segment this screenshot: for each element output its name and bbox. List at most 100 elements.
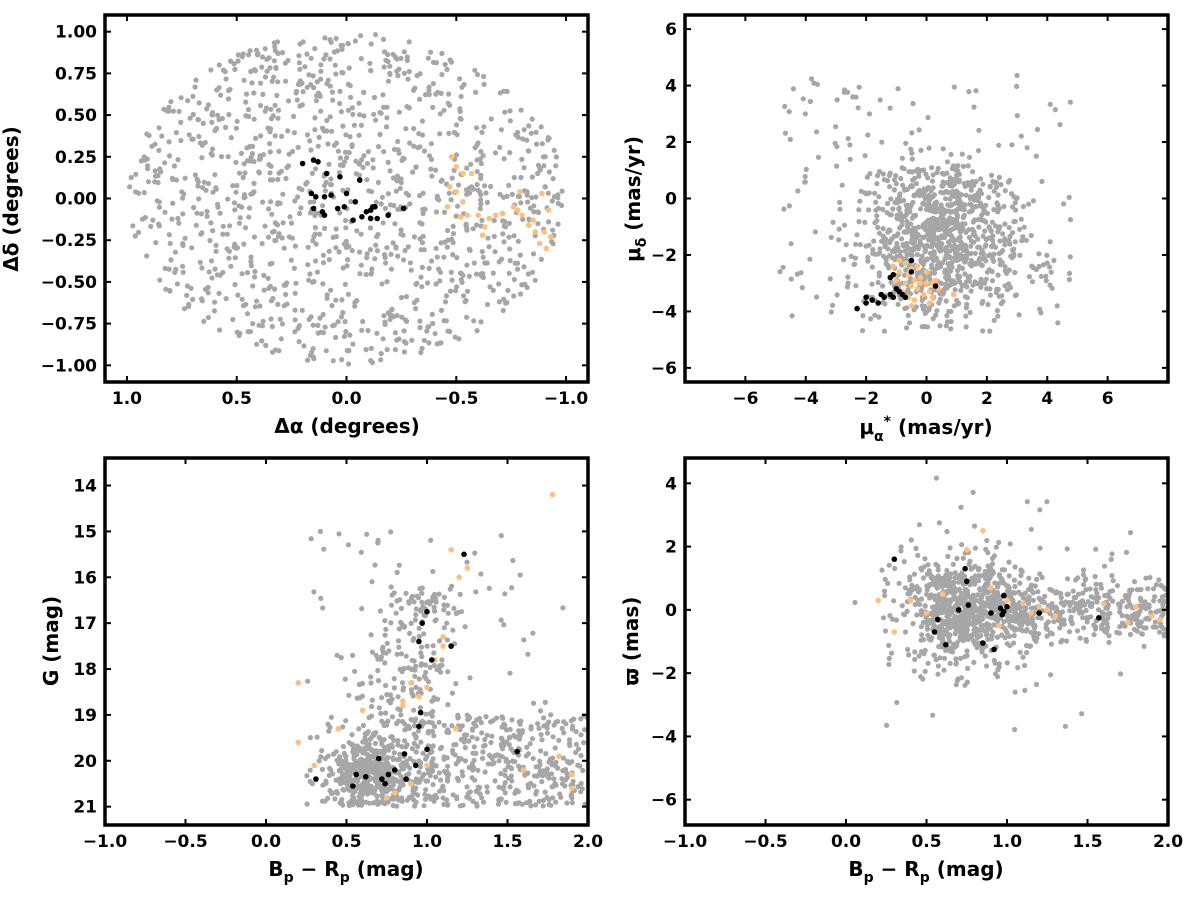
field-star-point	[922, 258, 928, 264]
field-star-point	[566, 737, 573, 743]
field-star-point	[906, 652, 912, 658]
field-star-point	[573, 741, 580, 747]
x-tick-label: 1.0	[412, 832, 442, 852]
field-star-point	[1064, 638, 1070, 644]
field-star-point	[178, 137, 184, 144]
orange-star-point	[1028, 610, 1034, 616]
field-star-point	[318, 68, 324, 74]
field-star-point	[915, 224, 921, 230]
field-star-point	[982, 243, 989, 249]
field-star-point	[883, 255, 889, 261]
field-star-point	[546, 219, 552, 225]
field-star-point	[948, 308, 954, 315]
field-star-point	[881, 588, 888, 594]
field-star-point	[342, 240, 348, 247]
field-star-point	[502, 218, 508, 225]
field-star-point	[401, 328, 407, 334]
field-star-point	[968, 187, 974, 193]
black-star-point	[359, 214, 365, 220]
field-star-point	[919, 253, 925, 259]
field-star-point	[347, 83, 353, 89]
field-star-point	[1002, 264, 1008, 270]
field-star-point	[947, 660, 953, 667]
field-star-point	[506, 234, 512, 240]
field-star-point	[414, 73, 420, 79]
field-star-point	[959, 542, 965, 548]
field-star-point	[209, 146, 216, 152]
field-star-point	[967, 196, 974, 202]
y-tick-label: 4	[665, 474, 677, 494]
field-star-point	[394, 173, 400, 179]
field-star-point	[877, 97, 883, 103]
field-star-point	[368, 271, 374, 277]
field-star-point	[994, 207, 1000, 213]
orange-star-point	[493, 212, 499, 218]
field-star-point	[395, 138, 401, 145]
field-star-point	[912, 243, 918, 249]
field-star-point	[953, 656, 959, 662]
field-star-point	[324, 295, 330, 301]
field-star-point	[324, 81, 330, 87]
field-star-point	[969, 565, 975, 571]
field-star-point	[501, 156, 507, 162]
field-star-point	[1051, 619, 1057, 625]
field-star-point	[359, 680, 365, 687]
field-star-point	[912, 649, 918, 655]
field-star-point	[964, 648, 970, 654]
panel-proper-motions-ylabel: μδ (mas/yr)	[621, 136, 650, 262]
field-star-point	[313, 166, 319, 172]
field-star-point	[474, 222, 480, 228]
field-star-point	[199, 265, 205, 271]
field-star-point	[378, 201, 384, 207]
field-star-point	[931, 652, 937, 658]
field-star-point	[1048, 672, 1054, 678]
black-star-point	[991, 646, 997, 653]
field-star-point	[322, 35, 328, 41]
black-star-point	[382, 780, 388, 787]
field-star-point	[394, 178, 400, 184]
black-star-point	[514, 748, 520, 755]
black-star-point	[416, 723, 422, 730]
field-star-point	[433, 281, 439, 287]
field-star-point	[864, 174, 871, 180]
field-star-point	[480, 274, 486, 281]
field-star-point	[936, 624, 942, 630]
field-star-point	[392, 221, 398, 227]
field-star-point	[912, 601, 918, 608]
field-star-point	[1004, 641, 1010, 647]
field-star-point	[1093, 587, 1099, 593]
field-star-point	[537, 708, 544, 714]
field-star-point	[390, 51, 396, 57]
black-star-point	[379, 776, 385, 782]
field-star-point	[412, 617, 418, 623]
field-star-point	[965, 665, 971, 672]
field-star-point	[233, 125, 239, 131]
field-star-point	[949, 235, 955, 241]
field-star-point	[339, 797, 345, 803]
field-star-point	[930, 316, 936, 322]
field-star-point	[421, 148, 428, 154]
field-star-point	[987, 328, 993, 334]
field-star-point	[142, 214, 148, 221]
field-star-point	[986, 194, 992, 201]
field-star-point	[319, 766, 325, 773]
field-star-point	[401, 738, 408, 744]
orange-star-point	[914, 263, 921, 270]
field-star-point	[281, 303, 287, 309]
field-star-point	[416, 676, 422, 682]
field-star-point	[441, 254, 447, 260]
field-star-point	[566, 760, 573, 766]
y-tick-label: −0.50	[41, 273, 97, 293]
field-star-point	[531, 203, 537, 209]
field-star-point	[940, 260, 946, 266]
field-star-point	[1081, 567, 1087, 573]
field-star-point	[1057, 613, 1063, 619]
field-star-point	[1066, 629, 1073, 635]
field-star-point	[1012, 564, 1018, 570]
field-star-point	[404, 318, 410, 324]
field-star-point	[875, 279, 881, 286]
black-star-point	[400, 205, 407, 212]
field-star-point	[484, 784, 490, 790]
field-star-point	[922, 668, 928, 675]
field-star-point	[228, 58, 234, 64]
